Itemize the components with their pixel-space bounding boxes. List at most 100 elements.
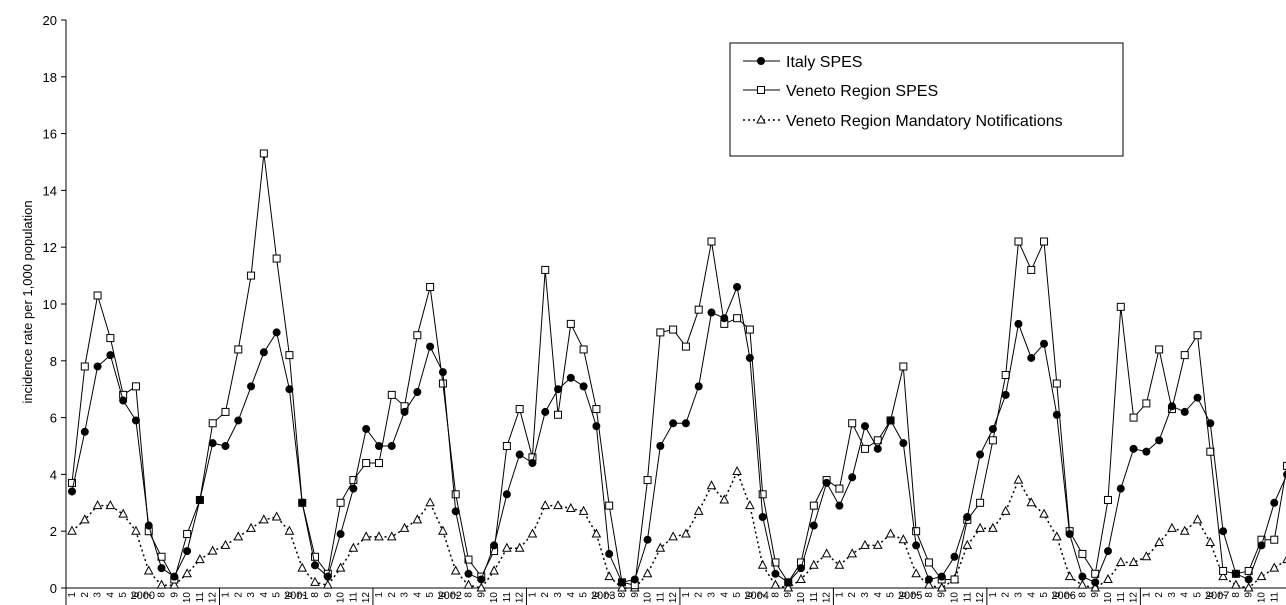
data-point xyxy=(771,569,780,578)
data-point xyxy=(707,308,716,317)
x-month-label: 6 xyxy=(591,592,602,598)
x-month-label: 12 xyxy=(208,592,219,604)
data-point xyxy=(681,342,690,351)
series-2 xyxy=(67,465,1286,592)
data-point xyxy=(374,442,383,450)
x-month-label: 3 xyxy=(246,592,257,598)
data-point xyxy=(362,424,371,433)
data-point xyxy=(821,548,832,558)
data-point xyxy=(105,500,116,510)
y-tick-label: 12 xyxy=(43,240,57,255)
x-month-label: 4 xyxy=(1026,592,1037,598)
x-month-label: 3 xyxy=(1167,592,1178,598)
data-point xyxy=(183,547,192,556)
data-point xyxy=(1282,556,1286,564)
data-point xyxy=(119,396,128,405)
data-point xyxy=(617,578,626,587)
x-month-label: 10 xyxy=(1256,592,1267,604)
data-point xyxy=(311,552,320,561)
data-point xyxy=(131,525,141,535)
x-month-label: 8 xyxy=(157,592,168,598)
data-point xyxy=(272,328,281,337)
data-point xyxy=(899,362,908,371)
data-point xyxy=(426,282,435,291)
data-point xyxy=(656,442,665,450)
data-point xyxy=(834,559,845,569)
x-month-label: 7 xyxy=(144,592,155,598)
data-point xyxy=(527,528,538,538)
data-point xyxy=(1257,541,1266,550)
x-month-label: 10 xyxy=(489,592,500,604)
data-point xyxy=(1193,393,1202,402)
data-point xyxy=(745,325,754,334)
data-point xyxy=(566,319,575,328)
x-month-label: 2 xyxy=(847,592,858,598)
data-point xyxy=(156,579,167,589)
x-month-label: 4 xyxy=(1180,592,1191,598)
data-point xyxy=(515,450,524,459)
x-month-label: 12 xyxy=(975,592,986,604)
x-month-label: 6 xyxy=(745,592,756,598)
x-month-label: 5 xyxy=(118,592,129,598)
data-point xyxy=(1040,237,1049,246)
data-point xyxy=(1206,447,1215,456)
data-point xyxy=(693,505,704,515)
data-point xyxy=(451,490,460,499)
x-month-label: 10 xyxy=(182,592,193,604)
data-point xyxy=(143,565,154,575)
data-point xyxy=(605,549,614,558)
x-month-label: 10 xyxy=(336,592,347,604)
y-tick-label: 10 xyxy=(43,297,57,312)
x-month-label: 6 xyxy=(131,592,142,598)
data-point xyxy=(450,565,461,575)
data-point xyxy=(106,351,115,360)
data-point xyxy=(1052,379,1061,388)
data-point xyxy=(234,345,243,354)
data-point xyxy=(835,484,844,493)
data-point xyxy=(399,522,410,532)
data-point xyxy=(1013,474,1024,484)
data-point xyxy=(1231,569,1240,578)
x-month-label: 8 xyxy=(1231,592,1242,598)
data-point xyxy=(848,419,857,428)
data-point xyxy=(643,476,652,485)
data-point xyxy=(183,530,192,539)
y-tick-label: 0 xyxy=(50,581,57,596)
data-point xyxy=(323,572,332,581)
data-point xyxy=(962,539,973,549)
data-point xyxy=(835,501,844,510)
x-month-label: 1 xyxy=(220,592,231,598)
data-point xyxy=(592,405,601,414)
y-tick-label: 20 xyxy=(43,13,57,28)
data-point xyxy=(1052,410,1061,419)
data-point xyxy=(809,501,818,510)
x-month-label: 11 xyxy=(502,592,513,603)
data-point xyxy=(963,513,972,521)
data-point xyxy=(1103,573,1113,583)
data-point xyxy=(336,530,345,539)
data-point xyxy=(604,571,615,581)
legend-marker-veneto-mandatory xyxy=(756,114,766,124)
data-point xyxy=(950,552,959,561)
x-month-label: 3 xyxy=(400,592,411,598)
data-point xyxy=(336,498,345,507)
data-point xyxy=(412,514,423,524)
x-month-label: 2 xyxy=(540,592,551,598)
data-point xyxy=(1193,331,1202,340)
x-month-label: 2 xyxy=(233,592,244,598)
data-point xyxy=(1129,413,1138,422)
data-point xyxy=(860,539,870,549)
data-point xyxy=(438,368,447,377)
legend: Italy SPES Veneto Region SPES Veneto Reg… xyxy=(729,42,1124,157)
x-month-label: 1 xyxy=(67,592,78,598)
data-point xyxy=(579,382,588,391)
data-point xyxy=(885,528,896,538)
data-point xyxy=(1115,556,1126,566)
data-point xyxy=(1269,562,1280,572)
x-month-label: 1 xyxy=(988,592,999,598)
data-point xyxy=(1179,525,1190,535)
data-point xyxy=(886,416,895,425)
data-point xyxy=(784,578,793,587)
data-point xyxy=(413,388,422,397)
data-point xyxy=(490,541,499,550)
